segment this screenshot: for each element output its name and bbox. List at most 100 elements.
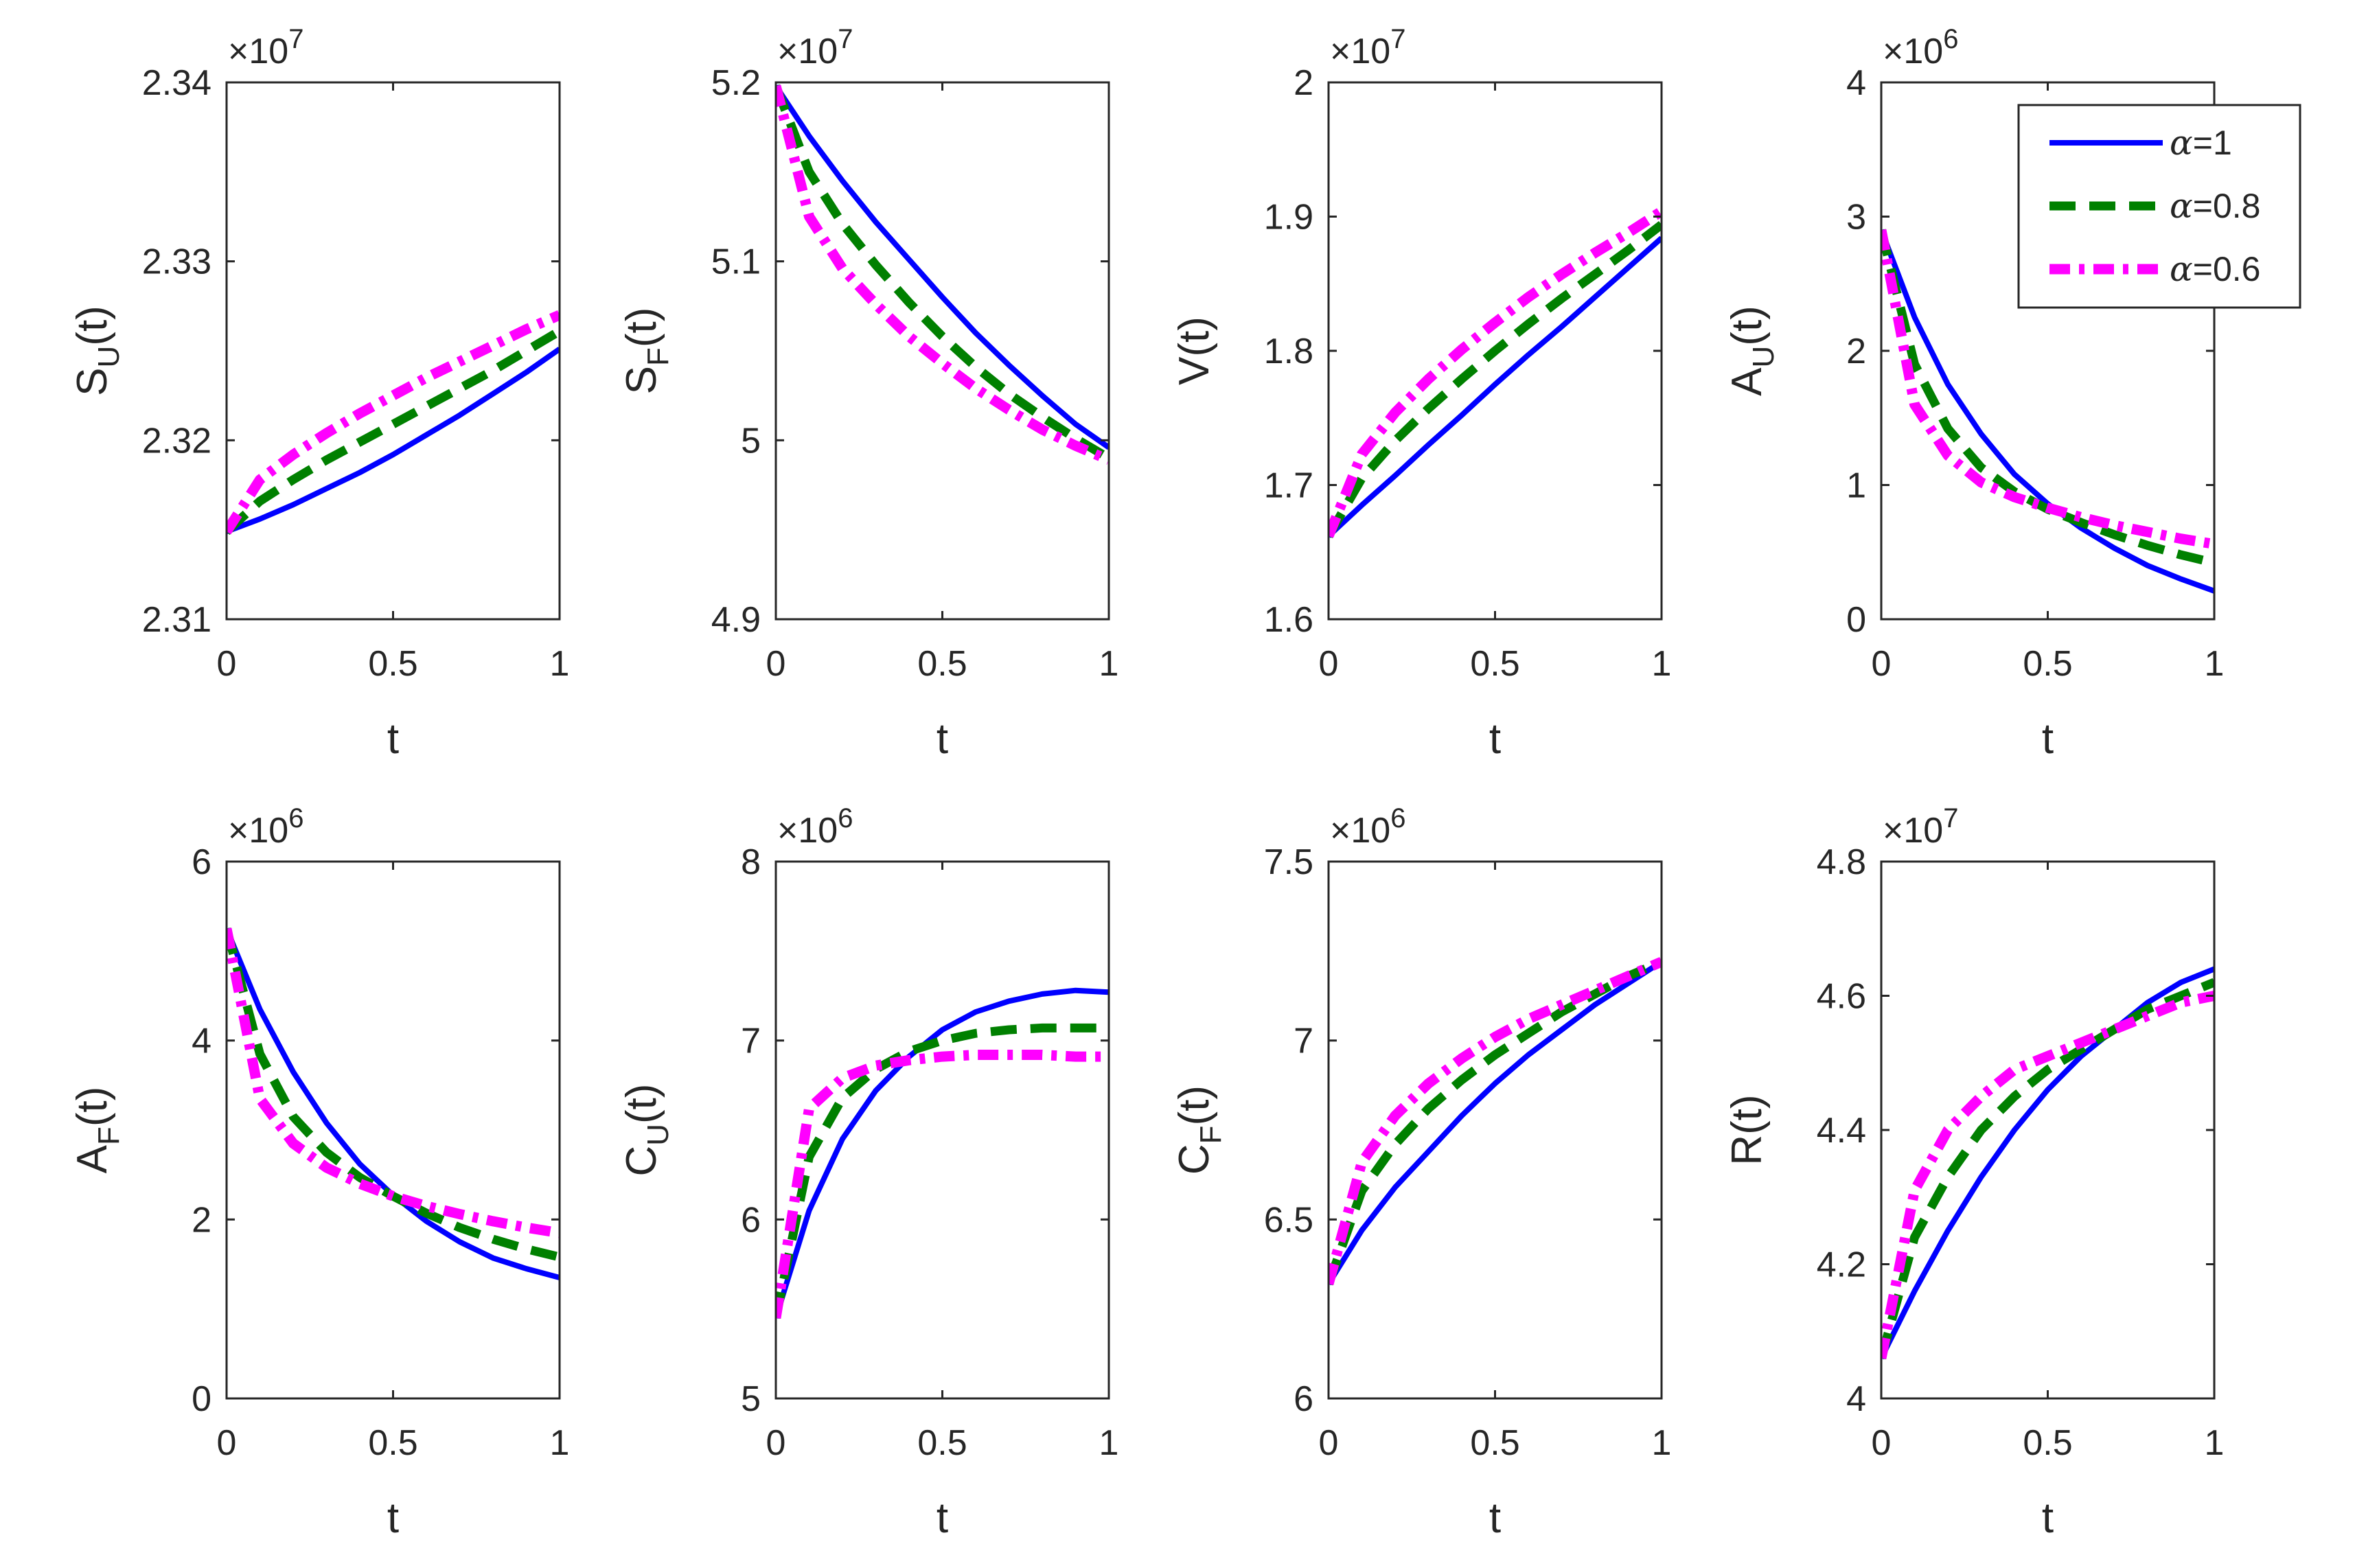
y-tick-label: 1.8 [1264,332,1313,371]
exponent-power: 7 [1943,803,1958,833]
y-tick-label: 4.4 [1817,1111,1866,1151]
legend-alpha-value: =0.8 [2193,187,2261,225]
x-tick-label: 1 [550,644,570,684]
x-tick-label: 0 [1872,1423,1892,1463]
y-label-subscript: U [92,346,126,368]
series-line-alpha-3 [1329,957,1662,1286]
series-line-alpha-1 [227,347,560,535]
exponent-label: ×107 [228,24,303,71]
series-line-alpha-2 [1329,958,1662,1286]
y-tick-label: 5 [741,421,761,461]
x-tick-label: 0.5 [917,1423,967,1463]
subplot-6: 0 0.5 1 5 6 7 8 ×106 t CU(t) [618,803,1118,1542]
subplot-7: 0 0.5 1 6 6.5 7 7.5 ×106 t CF(t) [1171,803,1671,1542]
y-label-main: V(t) [1171,316,1218,385]
y-tick-label: 7.5 [1264,842,1313,882]
y-label-subscript: U [641,1124,675,1146]
series-line-alpha-1 [1329,235,1662,538]
exponent-label: ×106 [1883,24,1958,71]
y-tick-label: 5 [741,1379,761,1419]
y-tick-label: 2.33 [142,242,211,282]
y-tick-label: 2 [1846,332,1866,371]
legend-alpha-symbol: α [2170,123,2193,163]
y-label-subscript: U [1747,346,1780,368]
x-axis-label: t [2042,1495,2054,1542]
x-tick-label: 0.5 [1470,1423,1519,1463]
exponent-label: ×106 [777,803,853,851]
y-axis-label: V(t) [1171,316,1218,385]
y-axis-label: AU(t) [1723,305,1780,396]
x-tick-label: 0.5 [917,644,967,684]
y-tick-label: 4.2 [1817,1245,1866,1285]
y-tick-label: 3 [1846,198,1866,238]
plot-area [776,82,1109,619]
x-tick-label: 0 [217,1423,237,1463]
exponent-power: 6 [838,803,853,833]
y-tick-label: 2.34 [142,63,211,103]
y-axis-label: SU(t) [69,305,126,396]
series-line-alpha-2 [1329,221,1662,539]
x-tick-label: 0.5 [1470,644,1519,684]
series-line-alpha-1 [1881,229,2214,594]
y-tick-label: 6 [741,1200,761,1240]
legend: α=1α=0.8α=0.6 [2017,104,2301,309]
exponent-power: 6 [1390,803,1405,833]
y-tick-label: 2.32 [142,421,211,461]
y-tick-label: 4 [1846,1379,1866,1419]
x-tick-label: 0.5 [368,644,417,684]
x-tick-label: 1 [1652,1423,1672,1463]
plot-area [227,862,560,1398]
y-tick-label: 4 [1846,63,1866,103]
series-line-alpha-3 [1881,229,2214,549]
plot-area [776,862,1109,1398]
series-line-alpha-1 [1329,959,1662,1286]
plot-area [227,82,560,619]
y-axis-label: CU(t) [618,1083,675,1176]
exponent-label: ×106 [1330,803,1405,851]
series-line-alpha-3 [227,310,560,535]
y-tick-label: 7 [741,1022,761,1061]
x-tick-label: 0 [1319,644,1339,684]
x-axis-label: t [2042,715,2054,763]
x-tick-label: 0 [766,1423,786,1463]
series-line-alpha-2 [1881,978,2214,1360]
legend-alpha-value: =0.6 [2193,250,2261,288]
exponent-power: 6 [288,803,303,833]
y-tick-label: 6 [192,842,211,882]
y-label-main: S [618,366,665,394]
series-line-alpha-1 [1881,966,2214,1360]
x-tick-label: 0 [766,644,786,684]
series-line-alpha-2 [776,84,1109,462]
x-tick-label: 1 [550,1423,570,1463]
y-tick-label: 1.7 [1264,466,1313,506]
x-axis-label: t [937,1495,948,1542]
y-tick-label: 8 [741,842,761,882]
y-label-tail: (t) [1723,305,1771,346]
y-label-main: A [1723,367,1771,396]
subplot-1: 0 0.5 1 2.31 2.32 2.33 2.34 ×107 t SU(t) [69,24,569,763]
legend-entry-label: α=0.8 [2170,186,2260,226]
y-label-subscript: F [641,347,675,366]
y-tick-label: 5.1 [711,242,761,282]
series-line-alpha-3 [1329,207,1662,538]
y-tick-label: 4.6 [1817,977,1866,1017]
legend-entry-label: α=0.6 [2170,249,2260,289]
y-label-subscript: F [1194,1125,1228,1144]
y-tick-label: 5.2 [711,63,761,103]
y-tick-label: 1 [1846,466,1866,506]
y-label-tail: (t) [618,1083,665,1124]
series-line-alpha-2 [227,927,560,1262]
x-tick-label: 1 [2205,1423,2225,1463]
x-tick-label: 0.5 [2023,644,2072,684]
y-tick-label: 2 [192,1200,211,1240]
x-axis-label: t [1489,715,1501,763]
plot-area [1329,862,1662,1398]
exponent-label: ×107 [777,24,853,71]
y-tick-label: 1.6 [1264,600,1313,640]
series-line-alpha-2 [227,327,560,535]
series-line-alpha-3 [1881,991,2214,1359]
legend-entry-label: α=1 [2170,123,2232,163]
subplot-3: 0 0.5 1 1.6 1.7 1.8 1.9 2 ×107 t V(t) [1171,24,1671,763]
x-axis-label: t [1489,1495,1501,1542]
